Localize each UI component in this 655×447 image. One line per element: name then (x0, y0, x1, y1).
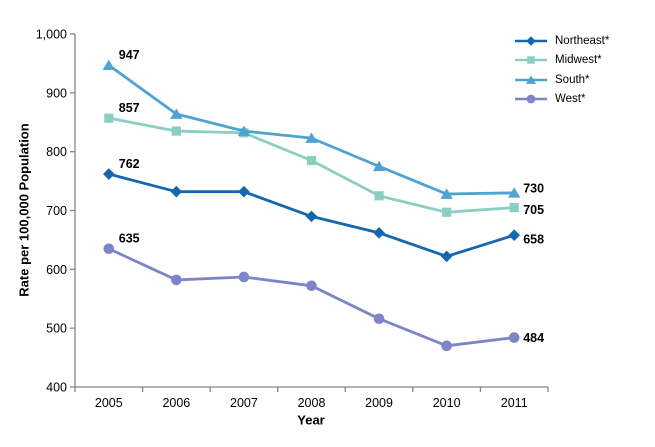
x-tick-label: 2008 (298, 396, 326, 410)
point-south-2006 (170, 108, 183, 119)
x-tick-label: 2005 (95, 396, 123, 410)
y-tick-label: 700 (46, 204, 67, 218)
point-south-2007 (237, 125, 251, 136)
data-label-last-west: 484 (523, 331, 544, 345)
point-west-2011 (508, 332, 520, 343)
legend-item-west: West* (514, 90, 609, 110)
point-south-2008 (305, 132, 318, 143)
point-northeast-2008 (305, 210, 318, 223)
legend-item-south: South* (514, 70, 609, 90)
point-west-2010 (441, 340, 452, 352)
data-label-last-midwest: 705 (523, 203, 544, 217)
series-line-midwest (107, 116, 516, 214)
legend-swatch-south (515, 75, 547, 84)
y-tick-label: 600 (46, 263, 67, 277)
y-tick-label: 900 (46, 86, 67, 100)
point-south-2010 (440, 188, 453, 199)
data-label-last-south: 730 (523, 181, 544, 195)
point-midwest-2006 (171, 126, 181, 136)
point-northeast-2007 (238, 185, 250, 198)
point-midwest-2005 (104, 113, 114, 123)
legend-swatch-northeast (515, 35, 547, 46)
y-tick-label: 1,000 (36, 28, 67, 42)
data-label-last-northeast: 658 (523, 233, 544, 247)
point-south-2009 (372, 160, 386, 172)
point-midwest-2009 (374, 191, 384, 201)
point-south-2005 (102, 59, 115, 70)
legend-label-west: West* (555, 93, 586, 106)
x-tick-label: 2006 (162, 396, 190, 410)
circle-marker-icon (526, 94, 536, 104)
y-tick-label: 800 (46, 145, 67, 159)
point-northeast-2010 (440, 250, 453, 263)
series-line-west (107, 247, 516, 348)
point-northeast-2006 (170, 185, 183, 198)
legend-label-midwest: Midwest* (555, 54, 602, 67)
data-label-first-south: 947 (119, 48, 140, 62)
triangle-marker-icon (525, 75, 537, 84)
legend-item-midwest: Midwest* (514, 51, 609, 71)
x-tick-label: 2011 (501, 396, 528, 410)
point-south-2011 (508, 187, 521, 198)
y-axis-title: Rate per 100,000 Population (16, 123, 32, 297)
data-label-first-northeast: 762 (119, 157, 140, 171)
x-tick-label: 2007 (230, 396, 258, 410)
point-west-2007 (238, 271, 250, 283)
x-tick-label: 2010 (433, 396, 461, 410)
legend-swatch-west (515, 94, 547, 104)
data-label-first-west: 635 (119, 232, 140, 246)
legend-label-south: South* (555, 73, 590, 86)
point-midwest-2008 (306, 155, 317, 166)
square-marker-icon (527, 56, 535, 65)
diamond-marker-icon (526, 35, 536, 46)
point-west-2009 (373, 313, 385, 325)
x-tick-label: 2009 (365, 396, 393, 410)
legend-swatch-midwest (515, 56, 547, 65)
point-midwest-2011 (509, 202, 519, 213)
legend: Northeast* Midwest* South* West* (514, 31, 609, 109)
legend-item-northeast: Northeast* (514, 31, 609, 51)
x-axis-title: Year (297, 412, 325, 428)
point-west-2005 (103, 243, 115, 255)
legend-label-northeast: Northeast* (555, 34, 610, 47)
point-northeast-2011 (508, 229, 521, 242)
y-tick-label: 500 (46, 322, 67, 336)
point-midwest-2010 (442, 207, 452, 217)
y-tick-label: 400 (46, 381, 67, 395)
point-northeast-2009 (373, 227, 385, 239)
point-northeast-2005 (102, 168, 115, 180)
data-label-first-midwest: 857 (119, 101, 140, 115)
point-west-2006 (171, 274, 182, 286)
point-west-2008 (306, 280, 317, 292)
